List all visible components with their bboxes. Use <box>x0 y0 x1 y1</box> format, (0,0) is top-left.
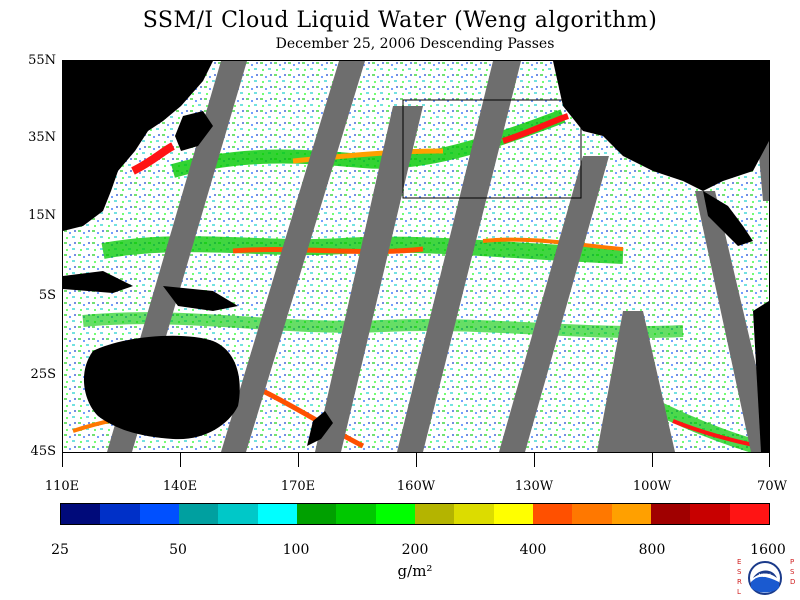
lon-label-170e: 170E <box>280 479 316 494</box>
noaa-wave <box>751 576 779 593</box>
logo-left-letter-r: R <box>737 578 742 586</box>
colorbar-swatch <box>611 504 651 524</box>
colorbar-swatch <box>336 504 376 524</box>
colorbar-swatch <box>572 504 612 524</box>
japan-islands <box>175 111 213 151</box>
map-subtitle: December 25, 2006 Descending Passes <box>275 36 555 52</box>
central-america <box>703 191 753 246</box>
colorbar-label-800: 800 <box>638 542 666 558</box>
colorbar-label-400: 400 <box>519 542 547 558</box>
lon-label-160w: 160W <box>396 479 436 494</box>
colorbar-label-50: 50 <box>169 542 187 558</box>
south-america-tip <box>753 301 769 452</box>
noaa-text: NOAA <box>758 573 772 579</box>
axis-tick <box>652 453 653 467</box>
colorbar-swatch <box>690 504 730 524</box>
axis-tick <box>769 453 770 467</box>
australia-landmass <box>83 335 240 440</box>
axis-tick <box>416 453 417 467</box>
logo-left-letter-s: S <box>737 568 742 576</box>
noaa-bird <box>753 570 777 578</box>
colorbar-swatch <box>532 504 573 524</box>
colorbar-label-100: 100 <box>282 542 310 558</box>
map-title: SSM/I Cloud Liquid Water (Weng algorithm… <box>142 8 658 33</box>
colorbar-swatch <box>454 504 494 524</box>
lon-label-70w: 70W <box>757 479 787 494</box>
lon-label-100w: 100W <box>632 479 672 494</box>
colorbar-swatch <box>100 504 140 524</box>
logo-right-letter-d: D <box>790 578 795 586</box>
lon-label-130w: 130W <box>514 479 554 494</box>
new-guinea <box>163 286 238 311</box>
axis-tick <box>534 453 535 467</box>
map-canvas <box>63 61 769 452</box>
logo-right-letter-p: P <box>790 558 794 566</box>
colorbar-swatch <box>296 504 337 524</box>
colorbar-swatch <box>257 504 297 524</box>
colorbar-unit: g/m² <box>397 562 433 580</box>
axis-tick <box>62 453 63 467</box>
lat-label-15n: 15N <box>28 208 56 223</box>
indonesia-islands <box>63 271 133 293</box>
axis-tick <box>180 453 181 467</box>
lat-label-35n: 35N <box>28 130 56 145</box>
colorbar-label-25: 25 <box>51 542 69 558</box>
logo-right-letter-s: S <box>790 568 795 576</box>
asia-landmass <box>63 61 213 231</box>
lon-label-140e: 140E <box>162 479 198 494</box>
logo-left-letter-l: L <box>737 588 741 596</box>
colorbar-swatch <box>729 504 769 524</box>
colorbar <box>60 503 770 525</box>
axis-tick <box>298 453 299 467</box>
lon-label-110e: 110E <box>44 479 80 494</box>
colorbar-swatch <box>650 504 691 524</box>
cloud-liquid-water-map <box>62 60 770 453</box>
colorbar-swatch <box>493 504 533 524</box>
land <box>63 61 769 452</box>
new-zealand <box>307 411 333 446</box>
noaa-logo: E S R L NOAA P S D <box>737 558 795 596</box>
colorbar-swatch <box>61 504 101 524</box>
colorbar-label-200: 200 <box>401 542 429 558</box>
region-box <box>402 99 582 199</box>
colorbar-swatch <box>375 504 415 524</box>
logo-left-letter-e: E <box>737 558 741 566</box>
north-america-landmass <box>553 61 769 191</box>
colorbar-swatch <box>178 504 219 524</box>
colorbar-swatch <box>139 504 179 524</box>
colorbar-swatch <box>414 504 455 524</box>
lat-label-45s: 45S <box>30 444 56 459</box>
colorbar-label-1600: 1600 <box>750 542 786 558</box>
lat-label-5s: 5S <box>38 288 56 303</box>
colorbar-swatch <box>218 504 258 524</box>
lat-label-25s: 25S <box>30 367 56 382</box>
lat-label-55n: 55N <box>28 53 56 68</box>
